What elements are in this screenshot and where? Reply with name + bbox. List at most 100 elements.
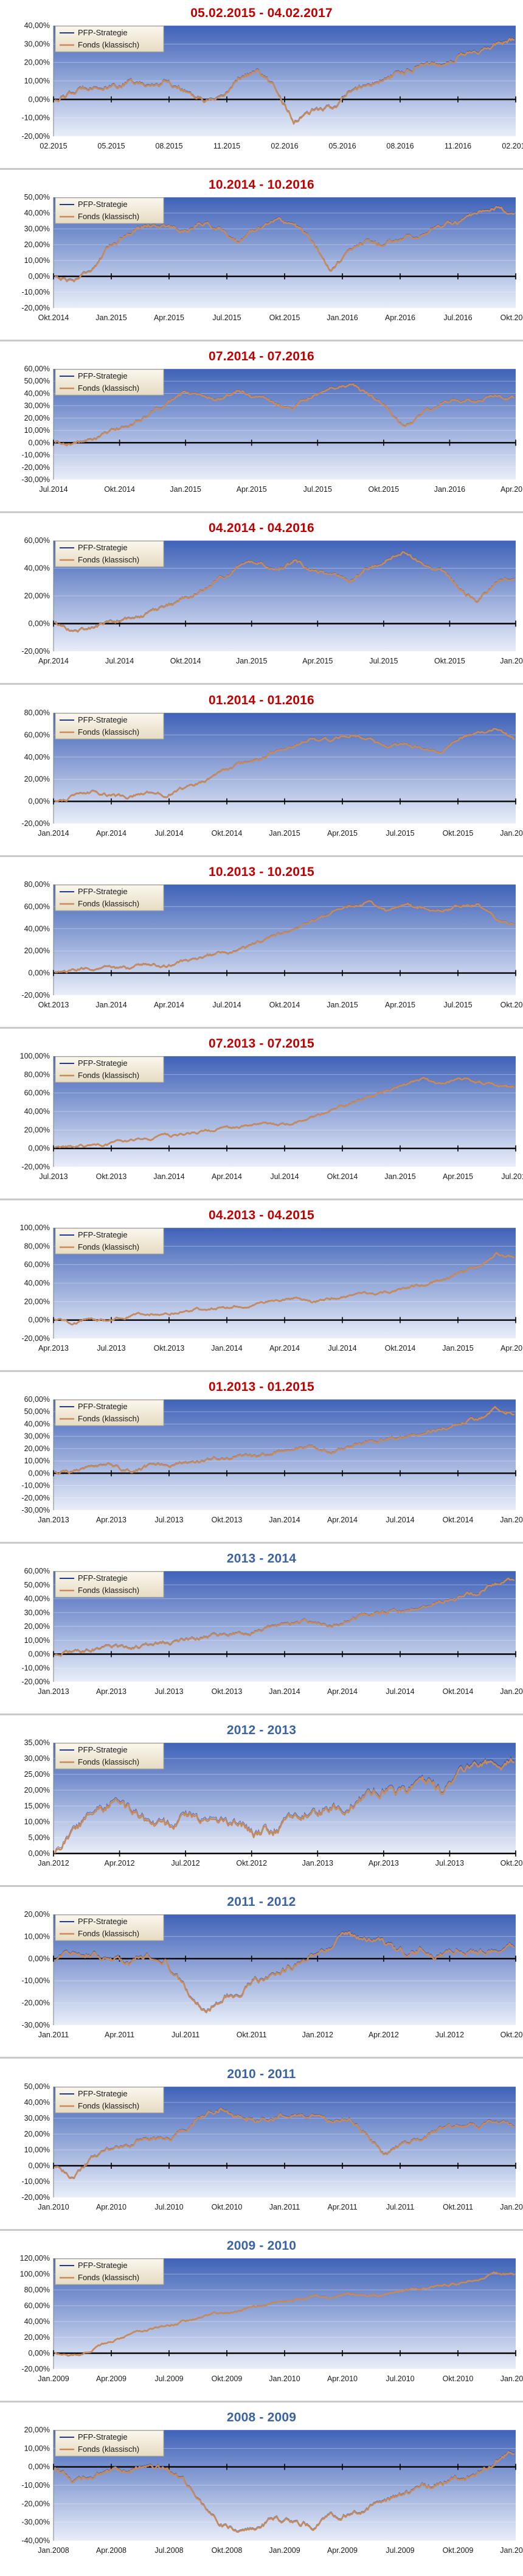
x-tick-label: Apr.2015 — [443, 1172, 473, 1181]
legend-label-pfp-strategie: PFP-Strategie — [78, 200, 128, 209]
chart-title: 2011 - 2012 — [227, 1895, 296, 1909]
legend-box — [55, 2258, 164, 2285]
legend: PFP-Strategie Fonds (klassisch) — [55, 2087, 164, 2113]
x-tick-label: Jul.2011 — [386, 2203, 414, 2211]
legend: PFP-Strategie Fonds (klassisch) — [55, 197, 164, 224]
y-tick-label: 30,00% — [24, 2114, 50, 2123]
x-tick-label: Apr.2015 — [154, 313, 184, 322]
chart-title: 01.2014 - 01.2016 — [209, 693, 314, 707]
x-tick-label: Okt.2015 — [368, 485, 399, 494]
y-tick-label: 80,00% — [24, 1242, 50, 1250]
legend-label-fonds: Fonds (klassisch) — [78, 2273, 139, 2282]
x-tick-label: Jul.2015 — [386, 829, 414, 838]
y-tick-label: 40,00% — [24, 209, 50, 217]
chart-title: 05.02.2015 - 04.02.2017 — [190, 6, 333, 20]
panel-divider — [0, 1027, 523, 1029]
x-tick-label: Okt.2015 — [269, 313, 300, 322]
x-tick-label: Jan.2015 — [236, 657, 267, 665]
x-tick-label: Jul.2013 — [154, 1687, 183, 1696]
legend-box — [55, 1743, 164, 1769]
y-tick-label: 0,00% — [29, 438, 50, 447]
x-tick-label: Jan.2014 — [269, 1516, 300, 1524]
x-tick-label: Jan.2010 — [269, 2375, 300, 2383]
series-line-fonds — [54, 1577, 515, 1657]
x-tick-label: Jul.2011 — [171, 2031, 199, 2039]
x-tick-label: Apr.2013 — [369, 1859, 399, 1867]
y-tick-label: 0,00% — [29, 1316, 50, 1325]
y-tick-label: 80,00% — [24, 1070, 50, 1079]
y-tick-label: -20,00% — [21, 132, 50, 141]
y-tick-label: 30,00% — [24, 1608, 50, 1617]
series-line-pfp-strategie — [54, 1755, 515, 1854]
x-tick-label: Jul.2014 — [386, 1516, 414, 1524]
legend-label-pfp-strategie: PFP-Strategie — [78, 371, 128, 380]
legend-box — [55, 2087, 164, 2113]
y-tick-label: 15,00% — [24, 1802, 50, 1810]
legend: PFP-Strategie Fonds (klassisch) — [55, 1743, 164, 1769]
legend: PFP-Strategie Fonds (klassisch) — [55, 2258, 164, 2285]
legend-label-fonds: Fonds (klassisch) — [78, 555, 139, 564]
legend-label-fonds: Fonds (klassisch) — [78, 899, 139, 908]
x-tick-label: Apr.2014 — [327, 1687, 358, 1696]
x-tick-label: Jan.2012 — [302, 2031, 333, 2039]
x-tick-label: Apr.2012 — [105, 1859, 135, 1867]
y-tick-label: 60,00% — [24, 1567, 50, 1575]
chart-panel: 04.2014 - 04.2016 60,00% 40,00% 20,00% 0,00%… — [0, 515, 523, 687]
x-tick-label: Jul.2012 — [435, 2031, 464, 2039]
x-tick-label: Okt.2014 — [443, 1516, 474, 1524]
panel-divider — [0, 1199, 523, 1200]
x-tick-label: Okt.2009 — [443, 2546, 474, 2555]
x-tick-label: Apr.2012 — [369, 2031, 399, 2039]
chart-svg: 120,00% 100,00% 80,00% 60,00% 40,00% 20,00% 0,… — [20, 2254, 523, 2383]
legend-label-fonds: Fonds (klassisch) — [78, 1929, 139, 1938]
y-tick-label: 100,00% — [20, 2270, 50, 2278]
chart-title: 2009 - 2010 — [226, 2239, 297, 2253]
y-tick-label: 40,00% — [24, 1279, 50, 1287]
y-tick-label: 20,00% — [24, 2130, 50, 2138]
legend-label-pfp-strategie: PFP-Strategie — [78, 28, 128, 37]
y-tick-label: 35,00% — [24, 1738, 50, 1747]
x-tick-label: Okt.2011 — [237, 2031, 267, 2039]
x-tick-label: Apr.2009 — [327, 2546, 358, 2555]
series-line-fonds — [54, 1931, 515, 2014]
legend-box — [55, 1056, 164, 1083]
y-tick-label: 40,00% — [24, 389, 50, 397]
y-tick-label: 50,00% — [24, 1407, 50, 1416]
chart-svg: 100,00% 80,00% 60,00% 40,00% 20,00% 0,00% -20,… — [20, 1223, 523, 1353]
series-line-fonds — [54, 1251, 515, 1326]
y-tick-label: 5,00% — [29, 1833, 50, 1842]
x-tick-label: Okt.2009 — [212, 2375, 243, 2383]
legend-box — [55, 884, 164, 911]
x-tick-label: 05.2016 — [328, 142, 356, 150]
y-tick-label: -30,00% — [21, 2021, 50, 2029]
x-tick-label: Jan.2015 — [384, 1172, 415, 1181]
x-tick-label: Okt.2013 — [154, 1344, 185, 1353]
chart-panel: 2009 - 2010 120,00% 100,00% 80,00% 60,00% 40,… — [0, 2233, 523, 2404]
y-tick-label: 80,00% — [24, 880, 50, 889]
x-tick-label: Okt.2010 — [212, 2203, 243, 2211]
y-tick-label: 40,00% — [24, 21, 50, 30]
x-tick-label: Okt.2011 — [443, 2203, 473, 2211]
x-tick-label: 02.2015 — [40, 142, 67, 150]
y-tick-label: 30,00% — [24, 402, 50, 410]
x-tick-label: Jul.2014 — [105, 657, 134, 665]
x-tick-label: Okt.2014 — [327, 1172, 358, 1181]
x-tick-label: Jan.2011 — [500, 2375, 523, 2383]
chart-panel: 2013 - 2014 60,00% 50,00% 40,00% 30,00% 20,00… — [0, 1545, 523, 1717]
y-tick-label: 40,00% — [24, 1107, 50, 1116]
x-tick-label: Okt.2016 — [500, 313, 523, 322]
x-tick-label: Apr.2014 — [154, 1001, 184, 1009]
legend: PFP-Strategie Fonds (klassisch) — [55, 369, 164, 396]
y-tick-label: 50,00% — [24, 193, 50, 201]
x-tick-label: Apr.2014 — [212, 1172, 242, 1181]
x-tick-label: Okt.2013 — [212, 1687, 243, 1696]
chart-svg: 60,00% 50,00% 40,00% 30,00% 20,00% 10,00% 0,00… — [21, 1567, 523, 1696]
y-tick-label: -10,00% — [21, 451, 50, 460]
y-tick-label: 20,00% — [24, 414, 50, 422]
x-tick-label: Apr.2009 — [96, 2375, 126, 2383]
chart-panel: 07.2014 - 07.2016 60,00% 50,00% 40,00% 30,00… — [0, 343, 523, 515]
y-tick-label: 60,00% — [24, 902, 50, 911]
legend-label-fonds: Fonds (klassisch) — [78, 1071, 139, 1080]
legend-box — [55, 26, 164, 52]
